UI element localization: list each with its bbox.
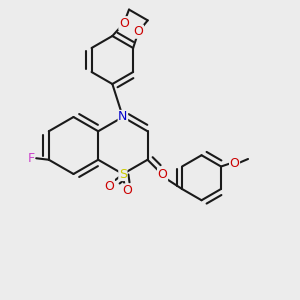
Text: N: N bbox=[118, 110, 128, 124]
Text: O: O bbox=[134, 25, 143, 38]
Text: O: O bbox=[122, 184, 132, 197]
Text: O: O bbox=[104, 179, 114, 193]
Text: F: F bbox=[27, 152, 34, 165]
Text: O: O bbox=[119, 17, 129, 30]
Text: O: O bbox=[158, 168, 167, 181]
Text: S: S bbox=[119, 167, 127, 181]
Text: O: O bbox=[230, 157, 239, 170]
